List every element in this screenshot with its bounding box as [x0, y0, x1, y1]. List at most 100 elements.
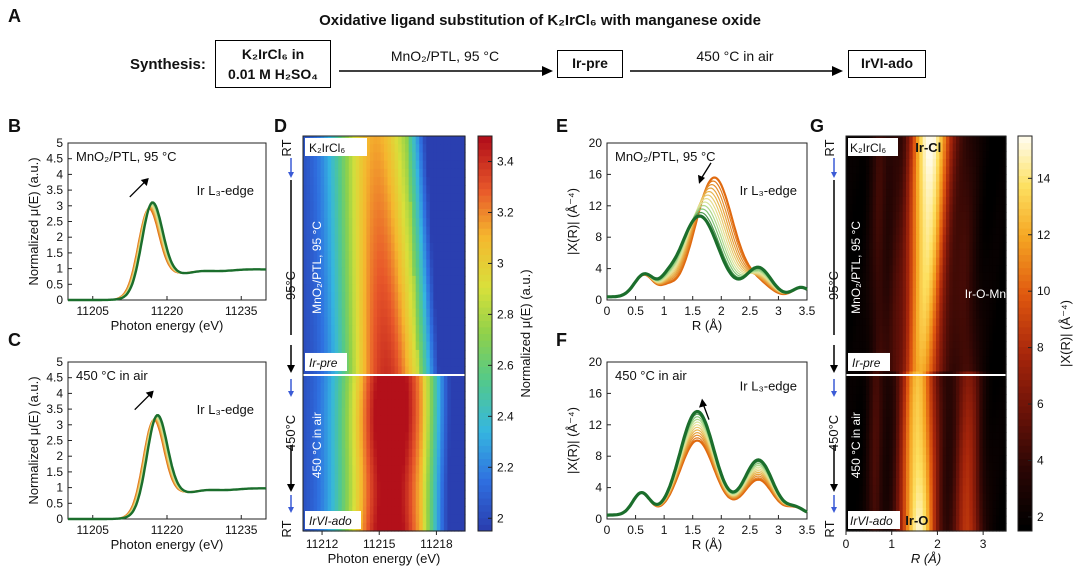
heatmap-cell: [939, 287, 944, 297]
heatmap-cell: [338, 317, 343, 326]
heatmap-cell: [1002, 462, 1007, 471]
heatmap-cell: [359, 374, 364, 384]
heatmap-cell: [882, 280, 887, 289]
heatmap-cell: [876, 455, 880, 464]
heatmap-cell: [919, 181, 924, 190]
heatmap-cell: [979, 455, 984, 464]
heatmap-cell: [876, 310, 880, 319]
heatmap-cell: [362, 152, 367, 162]
heatmap-cell: [992, 409, 997, 418]
heatmap-cell: [952, 295, 957, 304]
heatmap-cell: [443, 358, 448, 368]
heatmap-cell: [939, 477, 944, 487]
heatmap-cell: [398, 177, 403, 186]
heatmap-cell: [387, 349, 392, 359]
heatmap-cell: [902, 310, 907, 319]
heatmap-cell: [952, 455, 957, 464]
heatmap-cell: [972, 394, 977, 403]
heatmap-cell: [879, 287, 884, 297]
heatmap-cell: [882, 432, 887, 441]
heatmap-cell: [972, 455, 977, 464]
heatmap-cell: [426, 506, 431, 516]
heatmap-cell: [373, 506, 378, 516]
heatmap-cell: [440, 144, 445, 154]
heatmap-cell: [391, 473, 396, 483]
heatmap-cell: [426, 160, 431, 170]
heatmap-cell: [896, 303, 900, 312]
heatmap-cell: [412, 415, 417, 425]
heatmap-cell: [949, 508, 954, 517]
heatmap-cell: [869, 295, 874, 304]
heatmap-cell: [939, 272, 944, 281]
heatmap-cell: [972, 500, 977, 509]
heatmap-cell: [422, 234, 427, 244]
heatmap-cell: [373, 391, 378, 400]
heatmap-cell: [999, 401, 1004, 411]
heatmap-cell: [899, 295, 904, 304]
heatmap-cell: [313, 473, 318, 483]
heatmap-cell: [876, 196, 880, 205]
heatmap-cell: [896, 219, 900, 228]
heatmap-cell: [366, 185, 371, 195]
panel-letter-g: G: [810, 116, 825, 136]
y-tick-label: 20: [589, 355, 603, 369]
heatmap-cell: [986, 211, 990, 221]
heatmap-cell: [866, 166, 870, 175]
heatmap-cell: [461, 522, 466, 532]
heatmap-cell: [982, 348, 987, 357]
heatmap-cell: [966, 219, 970, 228]
heatmap-cell: [999, 325, 1004, 335]
heatmap-cell: [398, 415, 403, 425]
heatmap-cell: [331, 226, 336, 236]
heatmap-cell: [949, 462, 954, 471]
heatmap-cell: [303, 333, 308, 343]
heatmap-cell: [956, 196, 960, 205]
heatmap-cell: [902, 493, 907, 502]
heatmap-cell: [324, 201, 329, 211]
heatmap-cell: [415, 284, 420, 293]
heatmap-cell: [902, 242, 907, 251]
heatmap-cell: [999, 477, 1004, 487]
x-tick-label: 1: [661, 304, 668, 318]
heatmap-cell: [405, 325, 410, 335]
heatmap-cell: [932, 515, 937, 525]
heatmap-cell: [415, 374, 420, 384]
heatmap-cell: [876, 249, 880, 259]
heatmap-cell: [919, 401, 924, 411]
heatmap-cell: [412, 210, 417, 219]
heatmap-cell: [380, 399, 385, 409]
heatmap-cell: [376, 152, 382, 162]
heatmap-cell: [952, 417, 957, 426]
heatmap-cell: [866, 379, 870, 388]
heatmap-cell: [303, 489, 308, 499]
heatmap-cell: [401, 382, 406, 392]
heatmap-cell: [384, 168, 389, 178]
heatmap-cell: [979, 341, 984, 350]
heatmap-cell: [936, 341, 940, 350]
heatmap-cell: [355, 506, 360, 516]
heatmap-cell: [992, 379, 997, 388]
heatmap-cell: [419, 489, 424, 499]
heatmap-cell: [380, 292, 385, 302]
heatmap-cell: [942, 394, 947, 403]
heatmap-cell: [419, 349, 424, 359]
heatmap-cell: [972, 242, 977, 251]
heatmap-cell: [992, 356, 997, 365]
heatmap-cell: [440, 267, 445, 277]
heatmap-cell: [440, 210, 445, 219]
heatmap-cell: [394, 210, 399, 219]
heatmap-cell: [380, 152, 385, 162]
heatmap-cell: [949, 333, 954, 342]
heatmap-cell: [366, 160, 371, 170]
heatmap-cell: [979, 409, 984, 418]
heatmap-cell: [443, 489, 448, 499]
heatmap-cell: [408, 152, 413, 162]
heatmap-cell: [989, 409, 994, 418]
heatmap-cell: [1002, 424, 1007, 433]
heatmap-cell: [899, 379, 904, 388]
heatmap-cell: [916, 181, 920, 190]
heatmap-cell: [320, 275, 325, 285]
heatmap-cell: [942, 318, 947, 327]
heatmap-cell: [415, 432, 420, 442]
heatmap-cell: [856, 417, 860, 426]
